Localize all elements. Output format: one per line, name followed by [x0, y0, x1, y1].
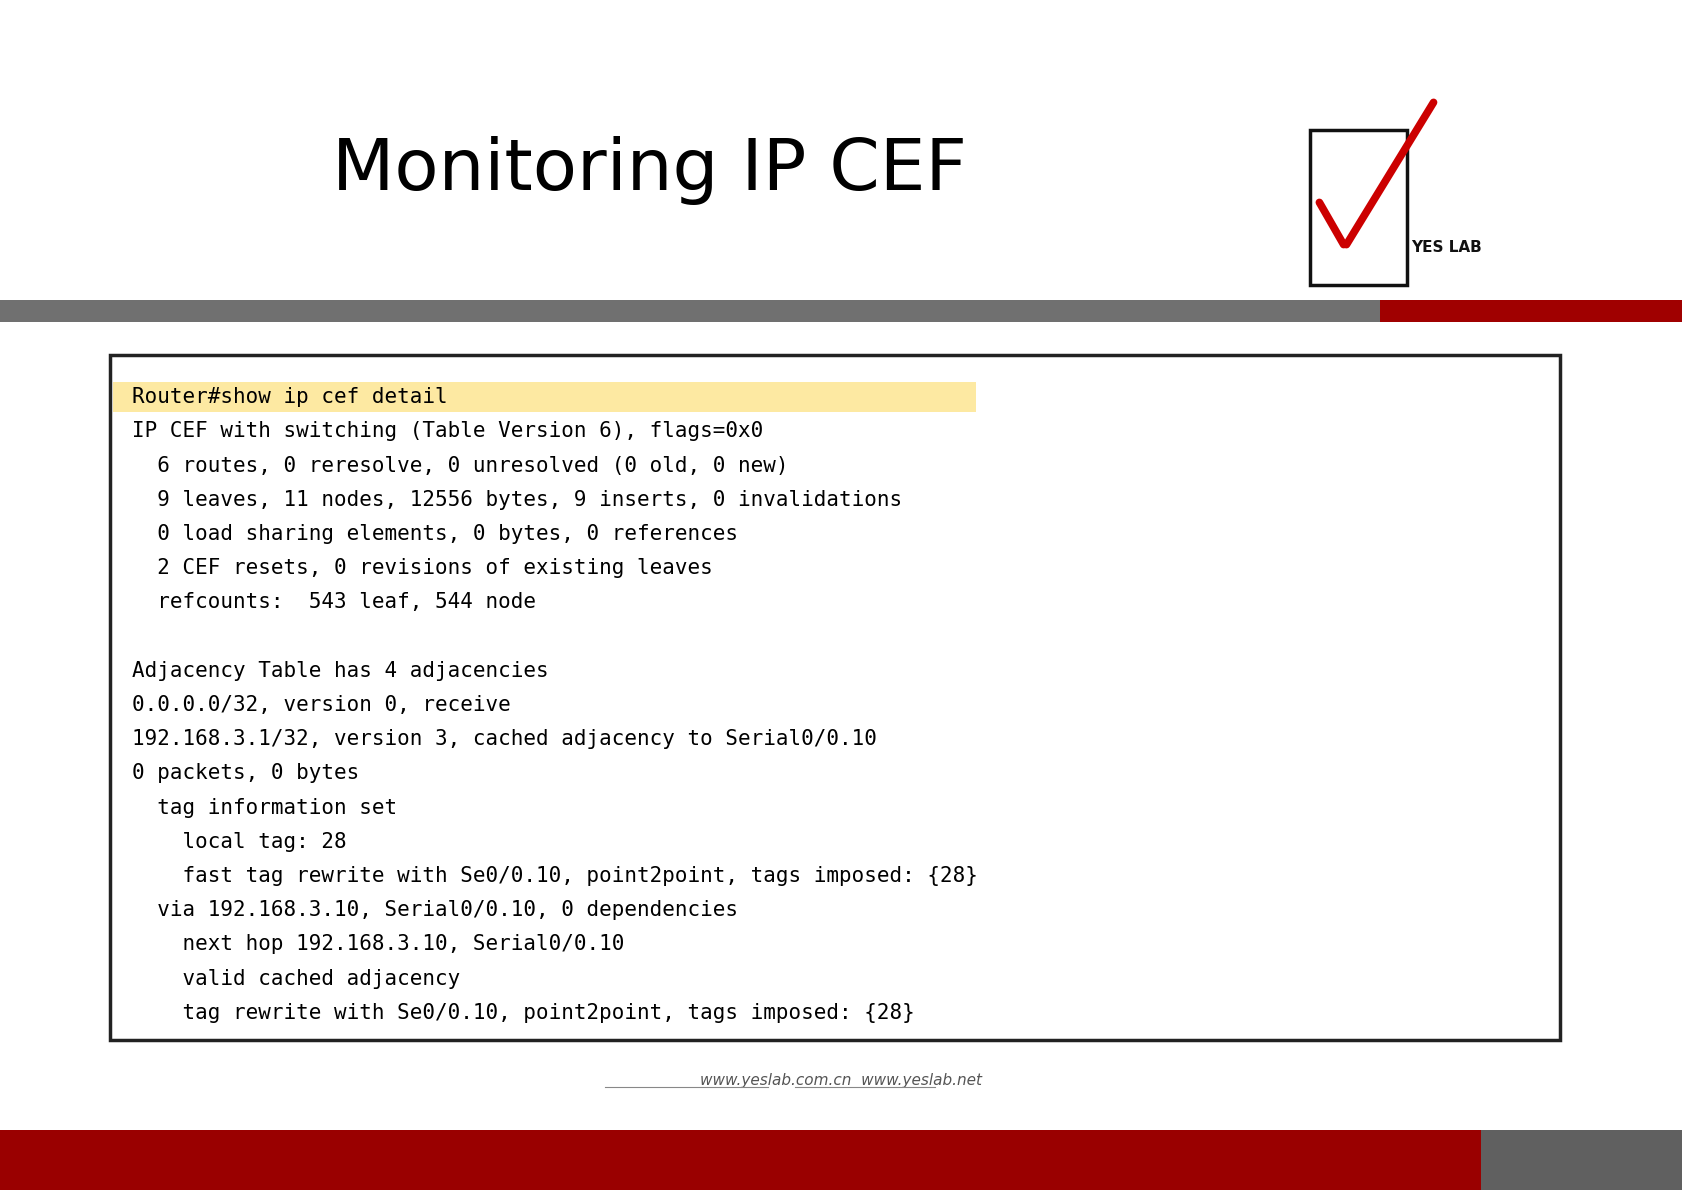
Text: tag rewrite with Se0/0.10, point2point, tags imposed: {28}: tag rewrite with Se0/0.10, point2point, …: [131, 1003, 915, 1023]
Bar: [0, 1130, 1480, 1190]
Text: 0.0.0.0/32, version 0, receive: 0.0.0.0/32, version 0, receive: [131, 695, 510, 715]
Text: valid cached adjacency: valid cached adjacency: [131, 969, 459, 989]
Text: tag information set: tag information set: [131, 797, 397, 818]
Text: 0 packets, 0 bytes: 0 packets, 0 bytes: [131, 764, 358, 783]
Text: next hop 192.168.3.10, Serial0/0.10: next hop 192.168.3.10, Serial0/0.10: [131, 934, 624, 954]
Bar: [1379, 300, 1682, 322]
Text: IP CEF with switching (Table Version 6), flags=0x0: IP CEF with switching (Table Version 6),…: [131, 421, 764, 441]
Text: local tag: 28: local tag: 28: [131, 832, 346, 852]
Text: www.yeslab.com.cn  www.yeslab.net: www.yeslab.com.cn www.yeslab.net: [700, 1072, 982, 1088]
Text: refcounts:  543 leaf, 544 node: refcounts: 543 leaf, 544 node: [131, 593, 535, 613]
Text: 9 leaves, 11 nodes, 12556 bytes, 9 inserts, 0 invalidations: 9 leaves, 11 nodes, 12556 bytes, 9 inser…: [131, 490, 902, 509]
Text: YES LAB: YES LAB: [1411, 239, 1482, 255]
Text: Router#show ip cef detail: Router#show ip cef detail: [131, 387, 447, 407]
Text: Adjacency Table has 4 adjacencies: Adjacency Table has 4 adjacencies: [131, 660, 548, 681]
Text: 2 CEF resets, 0 revisions of existing leaves: 2 CEF resets, 0 revisions of existing le…: [131, 558, 711, 578]
Text: via 192.168.3.10, Serial0/0.10, 0 dependencies: via 192.168.3.10, Serial0/0.10, 0 depend…: [131, 901, 738, 920]
Bar: [1309, 130, 1406, 284]
Bar: [113, 382, 976, 412]
Bar: [1480, 1130, 1682, 1190]
Bar: [109, 355, 1559, 1040]
Text: 192.168.3.1/32, version 3, cached adjacency to Serial0/0.10: 192.168.3.1/32, version 3, cached adjace…: [131, 729, 876, 750]
Text: 0 load sharing elements, 0 bytes, 0 references: 0 load sharing elements, 0 bytes, 0 refe…: [131, 524, 738, 544]
Bar: [0, 300, 1379, 322]
Text: fast tag rewrite with Se0/0.10, point2point, tags imposed: {28}: fast tag rewrite with Se0/0.10, point2po…: [131, 866, 977, 887]
Text: Monitoring IP CEF: Monitoring IP CEF: [333, 136, 967, 205]
Text: 6 routes, 0 reresolve, 0 unresolved (0 old, 0 new): 6 routes, 0 reresolve, 0 unresolved (0 o…: [131, 456, 789, 476]
